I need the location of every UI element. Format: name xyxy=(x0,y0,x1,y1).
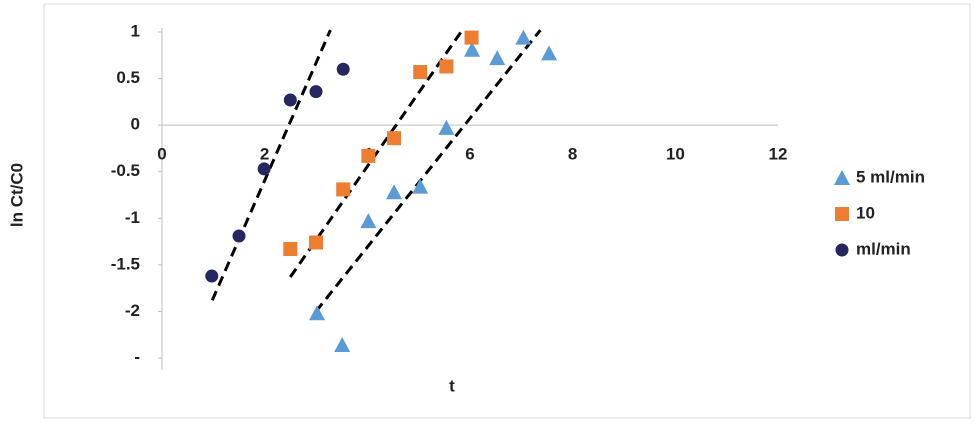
triangle-point xyxy=(489,50,506,66)
triangle-point xyxy=(360,213,377,229)
square-point xyxy=(413,65,428,80)
circle-point xyxy=(835,243,849,257)
triangle-point xyxy=(309,305,326,321)
triangle-point xyxy=(541,45,558,61)
square-point xyxy=(309,235,323,250)
y-tick-label: 0.5 xyxy=(116,68,140,87)
legend-label: 10 xyxy=(856,203,875,222)
circle-point xyxy=(232,229,246,243)
x-tick-label: 6 xyxy=(465,145,474,164)
square-point xyxy=(835,207,849,221)
triangle-point xyxy=(834,170,850,185)
square-point xyxy=(439,59,454,74)
square-point xyxy=(387,131,402,146)
x-tick-label: 2 xyxy=(260,145,269,164)
trend-line xyxy=(210,29,332,301)
legend-label: ml/min xyxy=(856,239,911,258)
triangle-point xyxy=(412,178,429,194)
trend-line xyxy=(314,29,542,313)
x-tick-label: 12 xyxy=(769,145,788,164)
square-point xyxy=(336,182,351,197)
y-axis-title: ln Ct/C0 xyxy=(7,163,26,227)
circle-point xyxy=(309,85,323,99)
x-tick-label: 10 xyxy=(666,145,685,164)
square-point xyxy=(464,30,479,45)
square-point xyxy=(361,148,376,163)
y-tick-label: -1 xyxy=(125,208,140,227)
x-tick-label: 8 xyxy=(568,145,577,164)
circle-point xyxy=(257,162,271,176)
y-tick-label: -1.5 xyxy=(111,254,140,273)
y-tick-label: -0.5 xyxy=(111,161,140,180)
y-tick-label: -2 xyxy=(125,301,140,320)
triangle-point xyxy=(464,41,481,57)
chart-border xyxy=(43,3,971,419)
triangle-point xyxy=(438,119,455,135)
y-tick-label: 1 xyxy=(131,21,140,40)
circle-point xyxy=(283,93,297,107)
y-tick-label: 0 xyxy=(131,115,140,134)
square-point xyxy=(283,242,298,257)
x-tick-label: 0 xyxy=(157,145,166,164)
x-axis-title: t xyxy=(449,376,455,395)
triangle-point xyxy=(334,336,351,352)
circle-point xyxy=(336,62,350,76)
triangle-point xyxy=(515,29,532,45)
circle-point xyxy=(205,269,219,283)
legend-label: 5 ml/min xyxy=(856,167,925,186)
y-tick-label: - xyxy=(134,347,140,366)
triangle-point xyxy=(386,184,403,200)
